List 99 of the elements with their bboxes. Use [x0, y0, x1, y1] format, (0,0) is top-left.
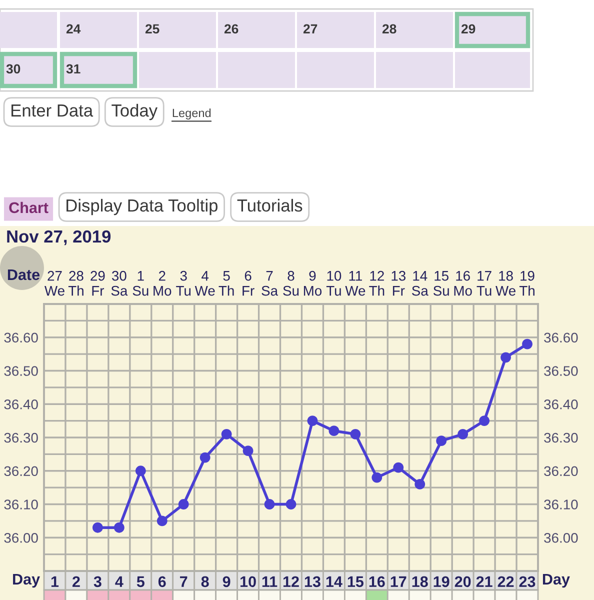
x-tick-label: 17 [390, 576, 406, 587]
y2-tick-label: 36.20 [544, 466, 578, 476]
x2-axis-title: Date [8, 269, 40, 280]
x-tick-label: 20 [454, 576, 471, 588]
point [307, 416, 318, 426]
y-tick-label: 36.50 [4, 366, 38, 376]
y-tick-label: 36.30 [4, 432, 38, 443]
x-tick-label: 18 [412, 576, 428, 588]
point [522, 338, 532, 350]
x2-tick-label: 16 Mo [454, 270, 472, 296]
x-tick-label: 22 [498, 576, 514, 587]
text: Legend [172, 108, 211, 120]
x-tick-label: 23 [519, 576, 536, 588]
x-tick-label: 1 [51, 576, 59, 587]
x2-tick-label: 30 Sa [111, 270, 128, 296]
x-axis-title: Day [13, 574, 40, 588]
x2-tick-label: 3 Tu [176, 270, 191, 296]
x2-tick-label: 17 Tu [476, 271, 492, 296]
x-tick-label: 14 [326, 576, 342, 587]
x2-tick-label: 6 Fr [242, 270, 254, 296]
x-tick-label: 5 [136, 576, 144, 588]
point [92, 522, 103, 533]
point [114, 522, 124, 533]
point [479, 416, 490, 426]
x2-tick-label: 13 Fr [392, 270, 406, 296]
y-tick-label: 36.60 [4, 332, 38, 343]
point [135, 466, 146, 476]
point [286, 499, 296, 510]
x2-tick-label: 18 We [496, 270, 516, 296]
text: 30 [6, 64, 20, 74]
x-tick-label: 13 [304, 576, 320, 588]
point [178, 499, 189, 510]
point [458, 428, 468, 440]
text: Today [112, 104, 158, 120]
point [393, 462, 404, 473]
text: 28 [382, 24, 396, 34]
x2-tick-label: 29 Fr [90, 270, 105, 296]
y2-tick-label: 36.40 [544, 399, 578, 410]
x2-tick-label: 14 Sa [412, 271, 428, 296]
y-tick-label: 36.10 [4, 500, 38, 510]
x-tick-label: 2 [72, 576, 80, 587]
text: 26 [224, 24, 238, 34]
text: 27 [303, 24, 318, 34]
x-tick-label: 9 [222, 576, 230, 588]
x2-tick-label: 28 Th [68, 270, 84, 296]
x2-tick-label: 2 Mo [154, 270, 172, 296]
point [242, 446, 254, 456]
text: Chart [9, 202, 48, 214]
text: 31 [66, 64, 80, 74]
x-tick-label: 4 [115, 576, 124, 587]
point [328, 426, 340, 436]
y-tick-label: 36.00 [4, 532, 38, 543]
x-tick-label: 3 [94, 576, 102, 588]
x2-tick-label: 12 Th [369, 270, 384, 296]
y2-tick-label: 36.60 [544, 332, 578, 343]
point [372, 472, 382, 483]
text: 24 [66, 24, 81, 34]
x-tick-label: 15 [348, 576, 364, 588]
text: Enter Data [12, 104, 94, 117]
text: 25 [145, 24, 160, 34]
text: Display Data Tooltip [66, 198, 218, 216]
x2-tick-label: 4 We [194, 271, 215, 296]
y2-tick-label: 36.50 [544, 366, 578, 376]
point [414, 479, 426, 490]
text: Day [542, 574, 570, 588]
x-tick-label: 10 [240, 576, 256, 588]
x-tick-label: 12 [283, 576, 299, 587]
point [156, 516, 168, 526]
x2-tick-label: 1 Su [132, 271, 148, 296]
y-tick-label: 36.20 [4, 466, 38, 476]
chart-title: Nov 27, 2019 [7, 230, 111, 246]
point [221, 428, 232, 440]
y2-tick-label: 36.10 [544, 500, 578, 510]
x-tick-label: 7 [180, 576, 188, 587]
point [436, 436, 447, 446]
x2-tick-label: 8 Su [283, 270, 299, 296]
text: Tutorials [237, 198, 302, 212]
point [350, 428, 361, 440]
x-tick-label: 11 [262, 576, 278, 587]
point [264, 499, 275, 510]
point [200, 452, 210, 463]
y2-tick-label: 36.00 [544, 532, 578, 543]
y2-tick-label: 36.30 [544, 432, 578, 443]
x-tick-label: 16 [369, 576, 385, 588]
x-tick-label: 21 [476, 576, 492, 587]
point [500, 352, 511, 363]
y-tick-label: 36.40 [4, 399, 38, 410]
x2-tick-label: 9 Mo [304, 270, 322, 296]
x2-tick-label: 27 We [44, 270, 64, 296]
x-tick-label: 8 [201, 576, 209, 588]
x2-tick-label: 10 Tu [326, 270, 342, 296]
x-tick-label: 19 [434, 576, 450, 588]
x2-tick-label: 5 Th [218, 271, 234, 296]
text: 29 [461, 24, 476, 34]
x2-tick-label: 11 We [345, 271, 366, 296]
x2-tick-label: 15 Su [433, 271, 449, 296]
x2-tick-label: 19 Th [519, 270, 534, 296]
x-tick-label: 6 [158, 576, 166, 588]
x2-tick-label: 7 Sa [262, 271, 278, 296]
